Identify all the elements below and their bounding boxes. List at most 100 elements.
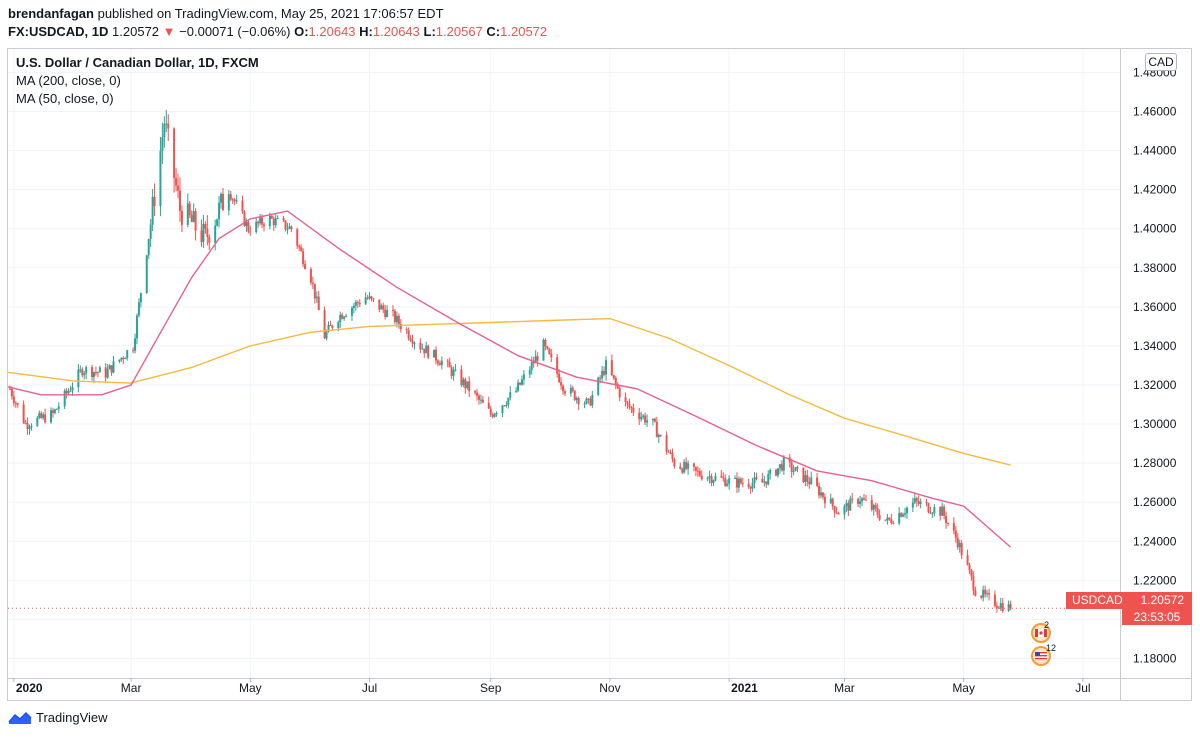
candle-body bbox=[818, 485, 821, 496]
candle-body bbox=[927, 503, 930, 513]
candle bbox=[767, 470, 770, 486]
candle bbox=[861, 496, 864, 506]
legend-title[interactable]: U.S. Dollar / Canadian Dollar, 1D, FXCM bbox=[16, 55, 259, 70]
candle bbox=[423, 348, 426, 358]
candle bbox=[522, 370, 525, 385]
candle-body bbox=[833, 506, 836, 513]
candle bbox=[263, 222, 266, 232]
candle bbox=[460, 365, 463, 387]
candle-body bbox=[941, 506, 944, 516]
candle bbox=[640, 411, 643, 422]
candle-body bbox=[505, 404, 508, 406]
candle-body bbox=[274, 218, 277, 226]
candle bbox=[952, 517, 955, 535]
candle bbox=[452, 366, 455, 381]
candle bbox=[450, 365, 453, 379]
candle-body bbox=[51, 410, 54, 414]
y-tick-label: 1.24000 bbox=[1133, 534, 1177, 548]
legend-ma50[interactable]: MA (50, close, 0) bbox=[16, 91, 114, 106]
candle-body bbox=[739, 478, 742, 484]
candle-body bbox=[986, 593, 989, 595]
candle bbox=[888, 517, 891, 521]
candle bbox=[819, 487, 822, 499]
canada-flag-icon[interactable] bbox=[1031, 623, 1051, 643]
candle-body bbox=[698, 471, 701, 476]
candle bbox=[917, 495, 920, 507]
candle bbox=[585, 397, 588, 405]
candle-body bbox=[296, 229, 299, 246]
candle-body bbox=[94, 372, 97, 374]
candle bbox=[462, 377, 465, 388]
candle-body bbox=[726, 483, 729, 487]
candle bbox=[782, 454, 785, 475]
candle bbox=[229, 190, 232, 202]
candle bbox=[933, 504, 936, 517]
candle bbox=[178, 177, 181, 222]
candle bbox=[618, 386, 621, 402]
candle bbox=[802, 467, 805, 483]
candle bbox=[927, 502, 930, 514]
candle bbox=[384, 304, 387, 320]
candle bbox=[681, 467, 684, 475]
candle-body bbox=[618, 388, 621, 398]
candle bbox=[94, 366, 97, 376]
candle bbox=[49, 407, 52, 424]
candle bbox=[870, 495, 873, 512]
candle-body bbox=[151, 196, 154, 225]
candle bbox=[220, 192, 223, 209]
candle-body bbox=[345, 315, 348, 317]
candle-body bbox=[685, 461, 688, 469]
candle-body bbox=[427, 345, 430, 358]
candle-body bbox=[411, 340, 414, 344]
candle-body bbox=[974, 590, 977, 596]
tradingview-footer[interactable]: TradingView bbox=[8, 710, 108, 725]
candle bbox=[577, 396, 580, 410]
candle-body bbox=[599, 377, 602, 379]
candle-body bbox=[546, 346, 549, 349]
candle-body bbox=[231, 199, 234, 201]
us-flag-icon[interactable] bbox=[1031, 646, 1051, 666]
candle-body bbox=[700, 475, 703, 480]
candle bbox=[286, 222, 289, 235]
candle bbox=[958, 539, 961, 553]
candle bbox=[571, 385, 574, 393]
candle-body bbox=[419, 342, 422, 350]
candle bbox=[231, 197, 234, 204]
candle bbox=[290, 225, 293, 233]
candle-body bbox=[386, 309, 389, 317]
price-change: −0.00071 (−0.06%) bbox=[179, 24, 291, 39]
candle-body bbox=[16, 403, 19, 405]
publish-line: brendanfagan published on TradingView.co… bbox=[8, 5, 547, 23]
candle-body bbox=[522, 374, 525, 380]
candle-body bbox=[931, 513, 934, 515]
candle-body bbox=[952, 523, 955, 531]
candle-body bbox=[859, 501, 862, 504]
candle-body bbox=[391, 309, 394, 311]
legend-ma200[interactable]: MA (200, close, 0) bbox=[16, 73, 121, 88]
candle bbox=[659, 434, 662, 438]
candle-body bbox=[53, 409, 56, 414]
x-tick-label: Jul bbox=[1075, 681, 1090, 695]
currency-badge[interactable]: CAD bbox=[1145, 53, 1177, 71]
candle bbox=[642, 414, 645, 420]
candle-body bbox=[384, 309, 387, 317]
candle-body bbox=[571, 387, 574, 391]
candle bbox=[550, 348, 553, 363]
candle-body bbox=[135, 315, 138, 339]
economic-events[interactable]: 2 12 bbox=[1024, 620, 1064, 672]
candle-body bbox=[282, 218, 285, 221]
candle-body bbox=[782, 457, 785, 471]
candle-body bbox=[585, 398, 588, 404]
candle bbox=[71, 382, 74, 396]
candle bbox=[925, 498, 928, 507]
candle bbox=[51, 407, 54, 418]
candle bbox=[988, 588, 991, 601]
candle bbox=[503, 405, 506, 407]
candle-body bbox=[14, 402, 17, 404]
candle-body bbox=[132, 350, 135, 352]
candle bbox=[810, 471, 813, 485]
author-name[interactable]: brendanfagan bbox=[8, 6, 94, 21]
candle-body bbox=[640, 416, 643, 420]
candle-body bbox=[870, 499, 873, 510]
